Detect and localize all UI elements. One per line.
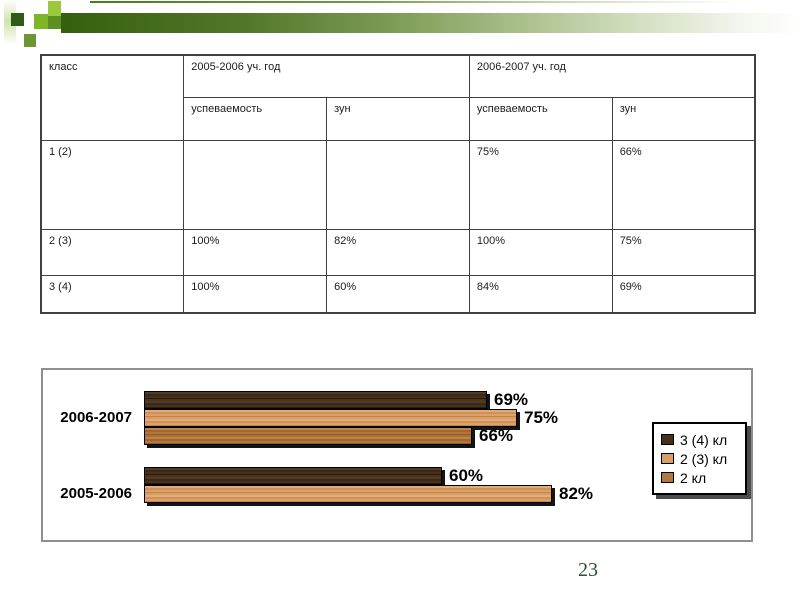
bar-value-label: 60% <box>449 466 484 485</box>
legend-swatch <box>661 472 674 483</box>
table-cell: 66% <box>611 139 756 230</box>
header-gradient-bar <box>61 13 800 33</box>
bar-value-label: 69% <box>494 390 529 409</box>
decor-square-olive <box>24 34 36 47</box>
slide-page-number: 23 <box>578 559 598 581</box>
table-year-header-1: 2005-2006 уч. год <box>183 54 470 98</box>
table-year-header-2: 2006-2007 уч. год <box>468 54 756 98</box>
legend-label: 2 кл <box>680 469 707 486</box>
table-row: 3 (4) 100% 60% 84% 69% <box>40 274 756 314</box>
table-cell: 82% <box>326 228 470 276</box>
legend-label: 3 (4) кл <box>680 431 728 448</box>
table-subheader: успеваемость <box>183 96 328 141</box>
legend-item: 3 (4) кл <box>661 430 738 449</box>
table-corner-header: класс <box>40 54 185 141</box>
bar-value-label: 75% <box>524 408 559 427</box>
decor-square-dark <box>11 13 24 26</box>
table-subheader: зун <box>611 96 756 141</box>
table-cell: 100% <box>183 228 328 276</box>
bar-value-label: 82% <box>559 484 594 503</box>
table-cell <box>183 139 328 230</box>
table-cell <box>326 139 470 230</box>
decor-square-mid <box>34 14 48 29</box>
chart-bar <box>144 409 517 427</box>
table-cell: 1 (2) <box>40 139 185 230</box>
legend-item: 2 кл <box>661 468 738 487</box>
header-left-strip <box>4 0 16 47</box>
results-table: класс 2005-2006 уч. год 2006-2007 уч. го… <box>40 54 756 314</box>
legend-swatch <box>661 453 674 464</box>
decor-square-bright <box>48 1 61 16</box>
table-cell: 69% <box>611 274 756 314</box>
chart-bar <box>144 467 442 485</box>
table-cell: 3 (4) <box>40 274 185 314</box>
legend-swatch <box>661 434 674 445</box>
table-subheader: зун <box>326 96 470 141</box>
table-cell: 60% <box>326 274 470 314</box>
chart-legend: 3 (4) кл 2 (3) кл 2 кл <box>652 422 747 495</box>
table-cell: 2 (3) <box>40 228 185 276</box>
table-cell: 75% <box>611 228 756 276</box>
legend-item: 2 (3) кл <box>661 449 738 468</box>
decor-square-mid2 <box>48 16 61 29</box>
chart-bar <box>144 391 487 409</box>
header-thin-line <box>90 1 738 3</box>
bar-chart: 2006-2007 69% 75% 66% 2005-2006 60% 82% 3 (4) … <box>41 368 753 542</box>
bar-value-label: 66% <box>479 426 514 445</box>
table-row: 1 (2) 75% 66% <box>40 139 756 230</box>
category-label: 2006-2007 <box>60 409 132 426</box>
table-cell: 100% <box>183 274 328 314</box>
table-row: 2 (3) 100% 82% 100% 75% <box>40 228 756 276</box>
chart-bar <box>144 485 552 503</box>
table-subheader: успеваемость <box>468 96 613 141</box>
table-cell: 100% <box>468 228 613 276</box>
table-cell: 75% <box>468 139 613 230</box>
table-cell: 84% <box>468 274 613 314</box>
category-label: 2005-2006 <box>60 485 132 502</box>
chart-bar <box>144 427 472 445</box>
legend-label: 2 (3) кл <box>680 450 728 467</box>
